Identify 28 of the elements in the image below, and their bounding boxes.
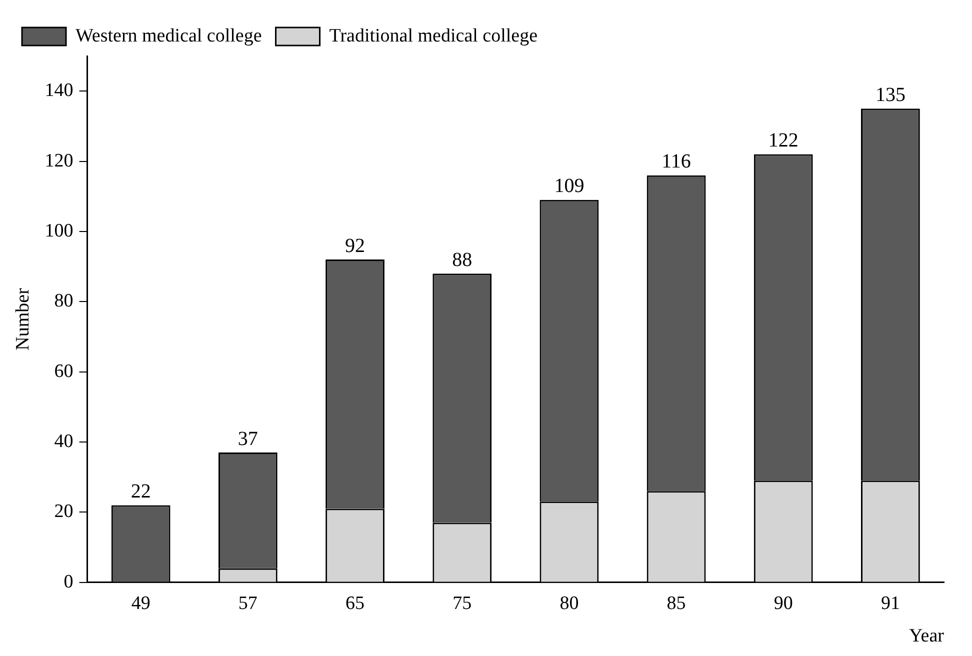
- y-tick-label: 0: [64, 571, 74, 592]
- y-tick-label: 100: [44, 220, 74, 242]
- total-label: 135: [875, 84, 906, 106]
- total-label: 88: [452, 248, 472, 271]
- y-tick-label: 80: [54, 290, 74, 312]
- total-label: 92: [345, 234, 366, 257]
- y-axis-title: Number: [12, 287, 34, 350]
- legend-label: Traditional medical college: [329, 25, 538, 46]
- total-label: 37: [238, 428, 258, 450]
- x-tick-label: 80: [560, 592, 579, 614]
- x-tick-label: 91: [880, 592, 900, 614]
- x-tick-label: 90: [774, 592, 793, 614]
- y-tick-label: 20: [54, 501, 74, 522]
- total-label: 116: [662, 150, 691, 173]
- x-tick-label: 85: [666, 592, 686, 614]
- x-tick-label: 65: [346, 592, 365, 614]
- y-tick-label: 140: [44, 80, 74, 102]
- x-axis-title: Year: [908, 626, 945, 647]
- y-tick-label: 60: [54, 360, 74, 382]
- total-label: 109: [554, 175, 584, 198]
- x-tick-label: 57: [238, 592, 258, 614]
- total-label: 22: [130, 480, 151, 502]
- y-tick-label: 40: [54, 431, 74, 452]
- y-tick-label: 120: [44, 150, 74, 172]
- legend-label: Western medical college: [76, 25, 262, 46]
- x-tick-label: 49: [131, 592, 150, 614]
- total-label: 122: [768, 130, 798, 152]
- x-tick-label: 75: [452, 592, 472, 614]
